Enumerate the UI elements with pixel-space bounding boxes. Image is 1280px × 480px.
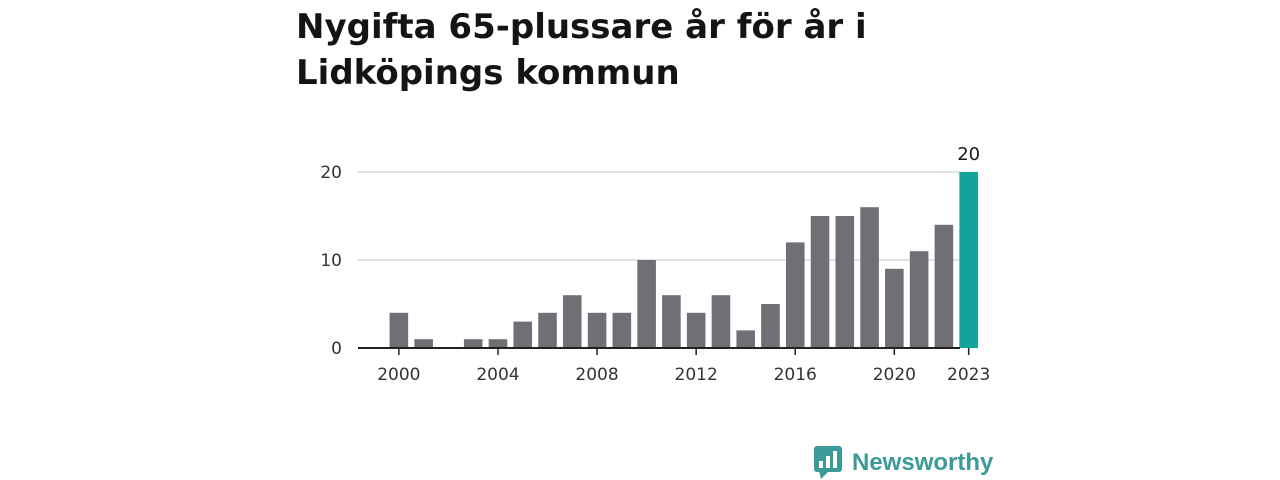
bar: [835, 216, 855, 348]
bar: [662, 295, 681, 348]
bar: [414, 339, 433, 348]
x-tick-label: 2000: [377, 365, 420, 385]
bar: [389, 312, 409, 348]
y-axis-ticks: 0 10 20: [320, 163, 342, 359]
bar: [463, 339, 483, 348]
value-label-2023: 20: [957, 144, 980, 165]
brand-name: Newsworthy: [852, 449, 994, 476]
x-tick-label: 2012: [675, 365, 718, 385]
newsworthy-logo-icon: [814, 446, 842, 479]
bars: [389, 172, 978, 348]
x-tick-label: 2016: [774, 365, 817, 385]
bar: [885, 268, 904, 348]
bar: [934, 224, 954, 348]
y-tick-label: 10: [320, 251, 342, 271]
bar-highlight: [959, 172, 978, 348]
bar: [637, 260, 656, 348]
value-labels: 20: [957, 144, 980, 165]
bar-chart: 0 10 20 2000 2004 2008 2012 2016 2020 2023 20: [320, 144, 990, 385]
x-tick-label: 2020: [873, 365, 916, 385]
bar: [711, 295, 731, 348]
gridlines: [358, 171, 960, 261]
y-tick-label: 20: [320, 163, 342, 183]
bar: [860, 207, 879, 348]
bar: [513, 321, 533, 348]
bar: [488, 339, 508, 348]
x-tick-label: 2008: [575, 365, 618, 385]
x-axis-ticks: 2000 2004 2008 2012 2016 2020 2023: [377, 348, 990, 385]
bar: [761, 304, 780, 348]
bar: [736, 330, 755, 348]
bar: [810, 216, 830, 348]
chart-title: Nygifta 65-plussare år för år i Lidköpin…: [296, 7, 867, 93]
x-tick-label: 2004: [476, 365, 519, 385]
bar: [785, 242, 805, 348]
bar: [563, 295, 582, 348]
bar: [612, 312, 632, 348]
bar: [587, 312, 607, 348]
bar: [686, 312, 706, 348]
x-tick-label: 2023: [947, 365, 990, 385]
newsworthy-brand: Newsworthy: [814, 446, 993, 480]
bar: [909, 251, 929, 348]
bar: [538, 312, 557, 348]
y-tick-label: 0: [331, 339, 342, 359]
